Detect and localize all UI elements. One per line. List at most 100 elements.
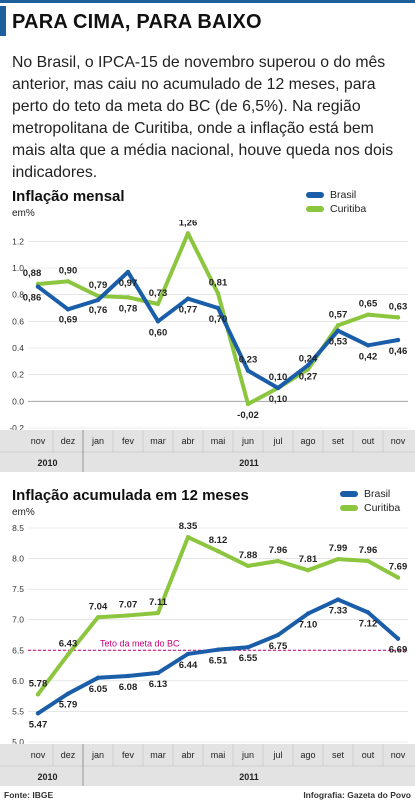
y-tick-label: 6.5	[12, 645, 24, 655]
data-point-curitiba	[395, 575, 401, 580]
data-label-curitiba: 0,78	[119, 303, 138, 314]
data-point-curitiba	[185, 534, 191, 540]
data-label-curitiba: -0,02	[237, 410, 259, 421]
data-label-brasil: 6.13	[149, 679, 168, 690]
data-label-brasil: 0,10	[269, 372, 288, 383]
y-tick-label: 8.0	[12, 554, 24, 564]
x-tick-label: dez	[61, 436, 76, 446]
data-label-curitiba: 0,65	[359, 299, 378, 310]
data-point-curitiba	[335, 323, 341, 328]
title-accent	[0, 6, 6, 36]
data-point-curitiba	[185, 231, 191, 236]
y-tick-label: 8.5	[12, 523, 24, 533]
data-label-brasil: 6.69	[389, 645, 408, 656]
data-label-brasil: 6.75	[269, 641, 288, 652]
x-tick-label: jul	[272, 436, 282, 446]
year-label: 2010	[37, 458, 57, 468]
data-label-curitiba: 0,24	[299, 353, 318, 364]
data-label-brasil: 7.33	[329, 606, 348, 617]
x-tick-label: jun	[241, 750, 254, 760]
x-tick-label: abr	[181, 750, 194, 760]
data-point-brasil	[155, 319, 161, 324]
data-label-curitiba: 0,88	[23, 268, 42, 279]
data-point-brasil	[215, 305, 221, 311]
data-point-curitiba	[125, 295, 131, 300]
x-tick-label: mar	[150, 436, 166, 446]
data-label-curitiba: 7.88	[239, 550, 258, 561]
data-label-brasil: 7.10	[299, 620, 318, 631]
data-label-curitiba: 0,79	[89, 280, 108, 291]
x-axis-band	[0, 744, 415, 786]
legend-label-curitiba-2: Curitiba	[364, 502, 401, 514]
data-point-brasil	[35, 284, 41, 289]
title-bar: PARA CIMA, PARA BAIXO	[0, 0, 415, 41]
data-label-curitiba: 0,81	[209, 277, 228, 288]
data-label-brasil: 0,27	[299, 371, 318, 382]
data-point-brasil	[215, 647, 221, 652]
x-tick-label: mai	[211, 436, 226, 446]
y-tick-label: 0.6	[12, 316, 24, 326]
data-label-brasil: 0,46	[389, 346, 408, 357]
data-point-curitiba	[65, 279, 71, 284]
data-point-curitiba	[215, 291, 221, 296]
data-point-brasil	[335, 597, 341, 602]
data-label-brasil: 0,69	[59, 314, 78, 325]
credit-note: Infografia: Gazeta do Povo	[303, 790, 411, 800]
data-point-brasil	[125, 673, 131, 679]
data-label-curitiba: 7.96	[269, 545, 288, 556]
data-label-brasil: 0,97	[119, 278, 138, 289]
data-label-curitiba: 7.69	[389, 562, 408, 573]
x-tick-label: nov	[391, 436, 406, 446]
data-point-brasil	[335, 328, 341, 333]
x-tick-label: set	[332, 436, 345, 446]
y-tick-label: 0.4	[12, 343, 24, 353]
y-tick-label: -0.2	[9, 423, 24, 433]
x-tick-label: fev	[122, 436, 135, 446]
legend-item-brasil-2: Brasil	[340, 487, 400, 501]
year-label: 2011	[239, 458, 259, 468]
x-axis-band	[0, 430, 415, 472]
data-point-brasil	[365, 343, 371, 348]
data-label-brasil: 0,77	[179, 305, 198, 316]
data-label-brasil: 0,86	[23, 293, 42, 304]
data-label-brasil: 0,23	[239, 355, 258, 366]
legend-swatch-curitiba-2	[340, 505, 358, 511]
data-label-brasil: 0,60	[149, 327, 168, 338]
data-label-curitiba: 7.07	[119, 599, 138, 610]
data-point-brasil	[305, 611, 311, 616]
data-label-curitiba: 7.81	[299, 554, 318, 565]
data-point-curitiba	[275, 558, 281, 564]
data-label-brasil: 0,76	[89, 305, 108, 316]
data-label-brasil: 0,42	[359, 351, 378, 362]
x-tick-label: jun	[241, 436, 254, 446]
data-point-brasil	[275, 385, 281, 391]
data-point-brasil	[35, 711, 41, 716]
chart1-unit: em%	[12, 208, 35, 219]
y-tick-label: 0.0	[12, 396, 24, 406]
data-point-curitiba	[365, 558, 371, 564]
x-tick-label: fev	[122, 750, 135, 760]
legend-label-brasil-2: Brasil	[364, 488, 391, 500]
data-point-brasil	[185, 651, 191, 657]
data-label-brasil: 5.47	[29, 719, 48, 730]
data-point-brasil	[95, 297, 101, 303]
x-tick-label: out	[362, 436, 375, 446]
data-point-brasil	[395, 636, 401, 641]
chart-accumulated-inflation: 8.5 8.0 7.5 7.0 6.5 6.0 5.5 5.0 Teto da meta do …	[0, 521, 415, 786]
data-point-brasil	[245, 645, 251, 650]
x-tick-label: jul	[272, 750, 282, 760]
x-tick-label: mai	[211, 750, 226, 760]
y-tick-label: 7.5	[12, 584, 24, 594]
y-tick-label: 7.0	[12, 615, 24, 625]
data-point-brasil	[155, 670, 161, 676]
data-label-brasil: 5.79	[59, 700, 78, 711]
data-label-curitiba: 7.99	[329, 543, 348, 554]
data-point-curitiba	[245, 563, 251, 569]
data-point-curitiba	[155, 610, 161, 616]
data-point-brasil	[245, 368, 251, 373]
chart2-title: Inflação acumulada em 12 meses	[12, 487, 249, 504]
data-point-brasil	[185, 296, 191, 301]
y-tick-label: 0.8	[12, 290, 24, 300]
data-point-curitiba	[215, 549, 221, 554]
source-note: Fonte: IBGE	[4, 790, 54, 800]
